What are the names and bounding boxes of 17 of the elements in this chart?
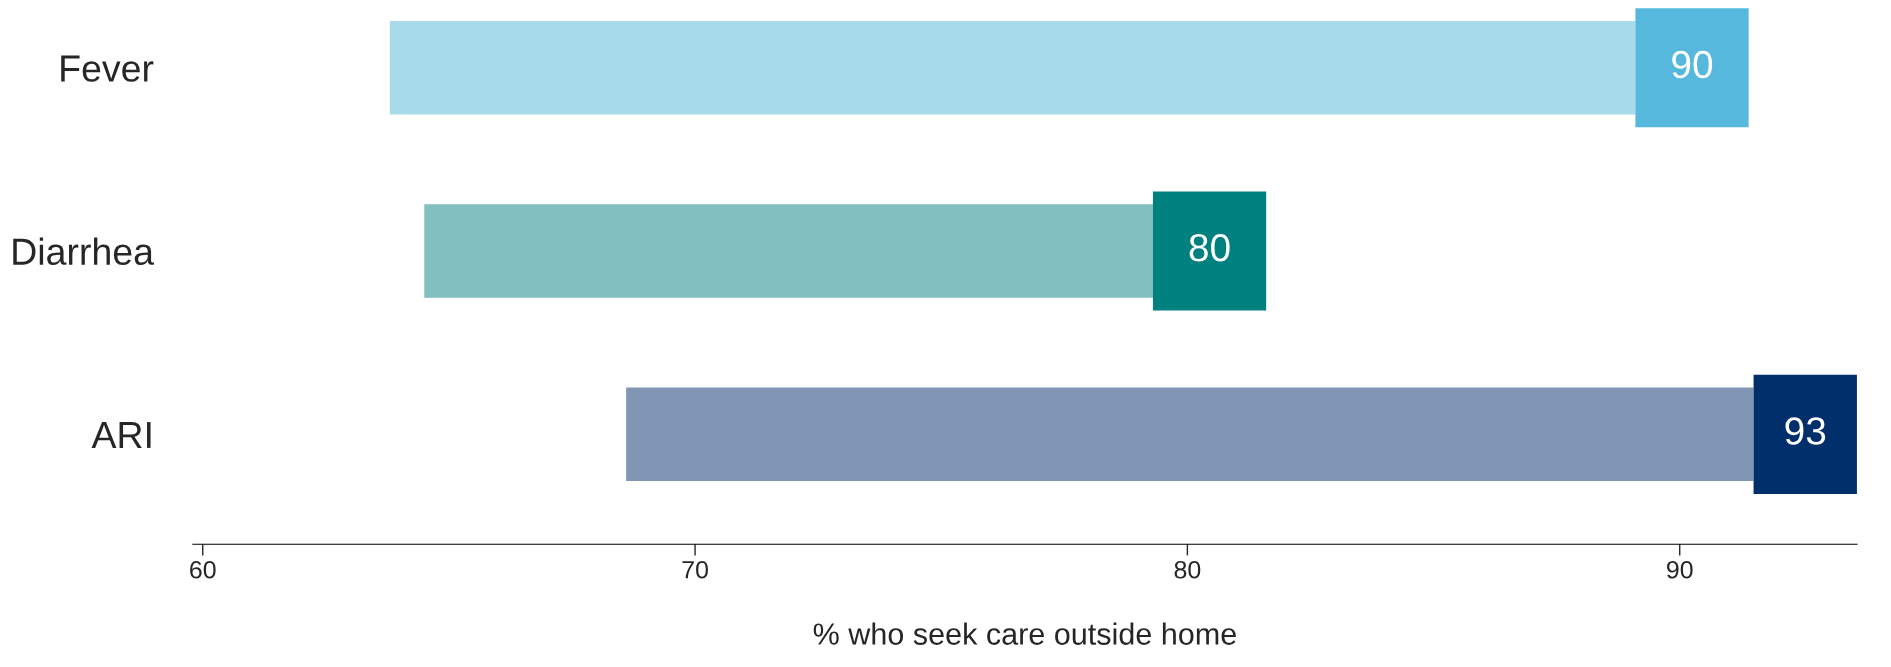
- x-axis-title: % who seek care outside home: [813, 622, 1236, 645]
- bar: [424, 204, 1153, 298]
- bar: [1152, 191, 1267, 311]
- annotation: 90: [1672, 50, 1713, 79]
- x-tick-label: 70: [682, 560, 708, 579]
- annotation: 93: [1785, 417, 1826, 445]
- y-tick-label: Diarrhea: [13, 237, 154, 266]
- y-tick-label: ARI: [91, 422, 151, 448]
- y-tick-label: Fever: [61, 55, 154, 82]
- bar: [389, 21, 1636, 115]
- x-tick-label: 80: [1174, 560, 1201, 579]
- bar: [626, 387, 1754, 482]
- bar: [1635, 8, 1749, 128]
- x-tick-label: 90: [1666, 560, 1693, 579]
- x-tick-label: 60: [190, 560, 216, 579]
- bar: [1753, 374, 1857, 494]
- annotation: 80: [1189, 233, 1230, 262]
